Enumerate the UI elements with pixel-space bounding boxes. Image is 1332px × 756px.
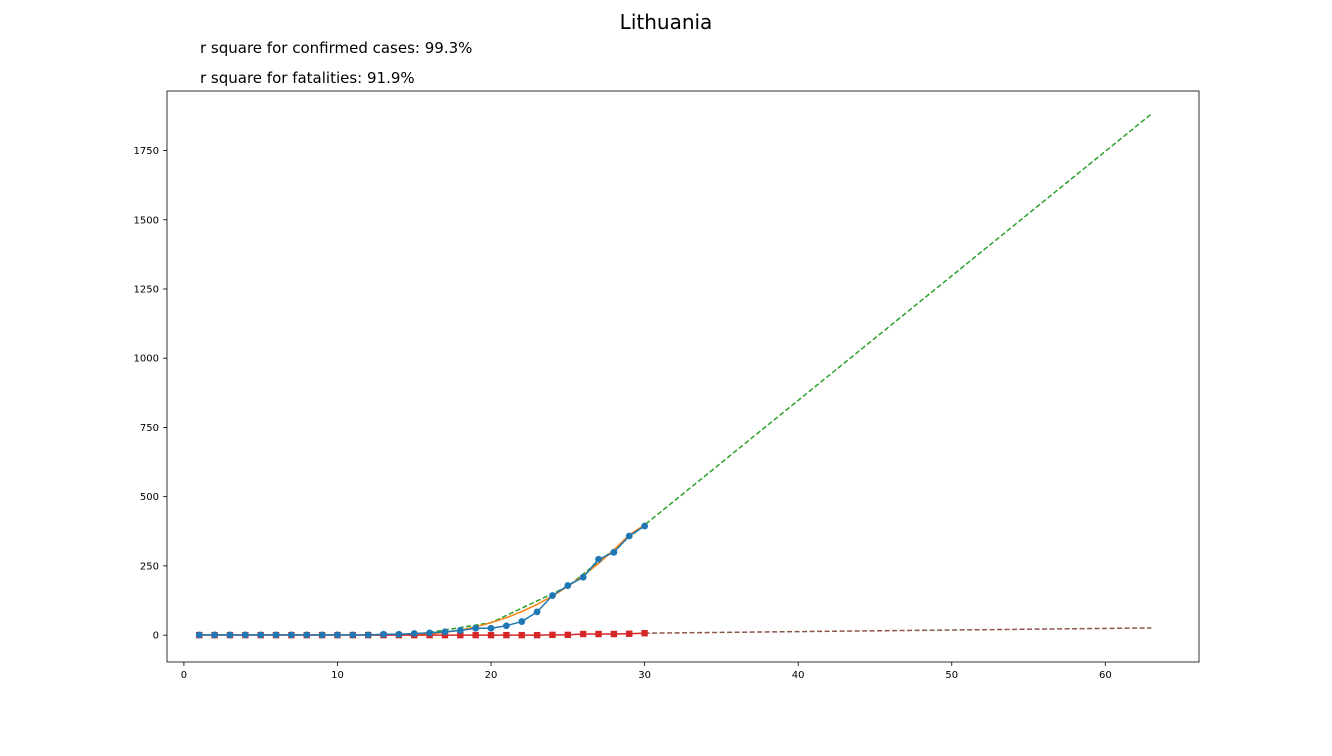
- data-point-confirmed: [395, 630, 403, 638]
- data-point-confirmed: [380, 630, 387, 638]
- x-tick-label: 20: [485, 670, 498, 681]
- data-point-confirmed: [456, 627, 464, 634]
- data-point-confirmed: [272, 631, 280, 639]
- y-tick-label: 1000: [134, 354, 159, 365]
- data-point-confirmed: [410, 630, 418, 637]
- data-point-confirmed: [334, 631, 341, 639]
- y-tick-label: 1250: [134, 284, 159, 295]
- x-tick-label: 40: [792, 670, 805, 681]
- y-tick-label: 500: [140, 492, 159, 503]
- data-point-confirmed: [426, 629, 434, 637]
- plot-frame: [166, 90, 1200, 663]
- data-point-confirmed: [487, 624, 495, 632]
- data-point-confirmed: [625, 532, 633, 540]
- y-tick-label: 0: [153, 631, 159, 642]
- data-point-fatalities: [518, 631, 525, 639]
- data-point-fatalities: [457, 631, 464, 639]
- data-point-fatalities: [549, 631, 556, 639]
- series-line-confirmed-fit: [414, 524, 646, 636]
- data-point-confirmed: [564, 582, 572, 589]
- chart-title: Lithuania: [619, 10, 713, 34]
- data-point-confirmed: [195, 631, 203, 639]
- data-point-fatalities: [503, 631, 510, 639]
- data-point-fatalities: [564, 631, 572, 639]
- data-point-confirmed: [533, 608, 541, 616]
- data-point-confirmed: [241, 631, 249, 639]
- series-line-fatalities-projection: [644, 627, 1152, 634]
- series-line-confirmed-projection: [414, 113, 1152, 636]
- x-tick-label: 0: [181, 670, 187, 681]
- data-point-fatalities: [579, 630, 587, 638]
- data-point-confirmed: [641, 522, 649, 530]
- data-point-confirmed: [518, 618, 526, 625]
- y-tick-label: 750: [140, 423, 159, 434]
- data-point-confirmed: [318, 631, 326, 639]
- data-point-fatalities: [626, 630, 633, 637]
- data-point-confirmed: [257, 631, 265, 639]
- series-layer: [195, 113, 1152, 639]
- data-point-confirmed: [579, 573, 587, 581]
- axes-layer: 0 10 20 30 40 50 60 0 250 500 750 1000 1250 1500 1750: [134, 90, 1200, 681]
- y-tick-label: 1750: [134, 146, 159, 157]
- data-point-confirmed: [549, 592, 556, 599]
- data-point-confirmed: [211, 631, 219, 639]
- y-tick-label: 1500: [134, 215, 159, 226]
- data-point-confirmed: [502, 622, 510, 630]
- x-tick-label: 60: [1099, 670, 1112, 681]
- data-point-confirmed: [287, 631, 295, 639]
- data-point-confirmed: [226, 631, 234, 639]
- data-point-confirmed: [610, 548, 618, 556]
- data-point-confirmed: [349, 631, 357, 639]
- data-point-fatalities: [472, 631, 479, 639]
- r-square-fatalities: r square for fatalities: 91.9%: [200, 69, 415, 87]
- data-point-confirmed: [472, 624, 480, 632]
- series-line-confirmed: [199, 525, 646, 636]
- data-point-fatalities: [610, 630, 618, 638]
- data-point-confirmed: [595, 555, 602, 563]
- data-point-fatalities: [533, 631, 541, 639]
- data-point-confirmed: [441, 628, 449, 636]
- data-point-confirmed: [303, 631, 311, 639]
- data-point-fatalities: [487, 631, 495, 639]
- x-tick-label: 10: [331, 670, 344, 681]
- x-tick-label: 50: [945, 670, 958, 681]
- data-point-confirmed: [364, 631, 372, 639]
- x-tick-label: 30: [638, 670, 651, 681]
- data-point-fatalities: [595, 630, 602, 638]
- y-tick-label: 250: [140, 561, 159, 572]
- r-square-confirmed: r square for confirmed cases: 99.3%: [200, 39, 473, 57]
- data-point-fatalities: [641, 630, 648, 637]
